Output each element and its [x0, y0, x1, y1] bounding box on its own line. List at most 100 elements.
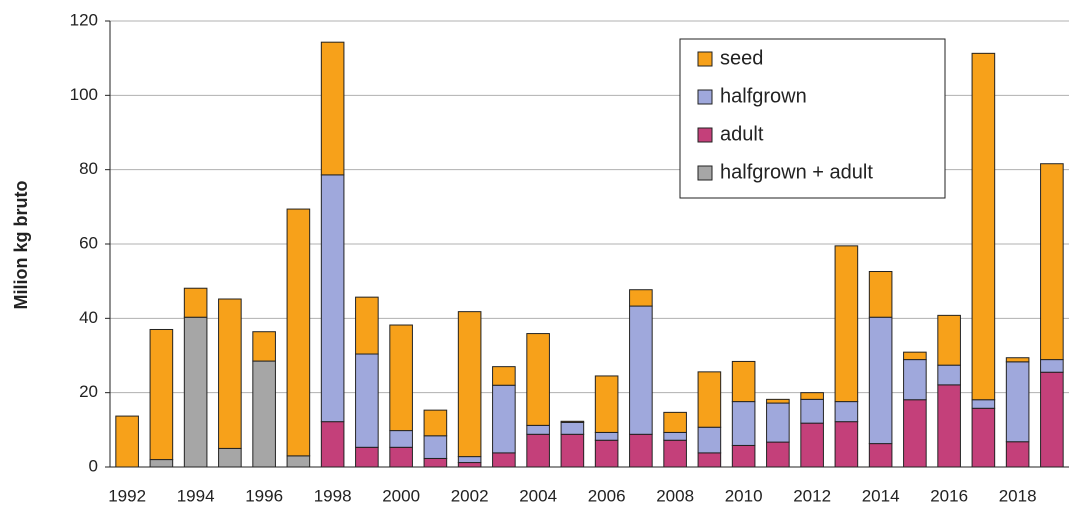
bar-segment	[492, 452, 516, 468]
x-tick-label: 2008	[656, 486, 694, 505]
bar-segment	[971, 399, 996, 409]
bar-segment	[286, 208, 311, 457]
bar-segment	[560, 421, 585, 435]
y-tick-label: 100	[70, 85, 98, 104]
y-tick-label: 0	[89, 456, 98, 475]
bar-segment	[183, 287, 208, 318]
bar-segment	[629, 289, 653, 307]
bar-segment	[903, 359, 927, 401]
bar-segment	[971, 52, 996, 401]
x-tick-label: 1996	[245, 486, 283, 505]
bar-segment	[423, 435, 448, 459]
bar-segment	[800, 392, 824, 400]
legend-box	[679, 38, 946, 199]
bar-segment	[423, 409, 448, 437]
bar-segment	[731, 360, 756, 403]
bar-segment	[1005, 357, 1030, 363]
bar-segment	[834, 245, 859, 403]
bar-segment	[218, 447, 242, 468]
bar-segment	[457, 456, 482, 464]
x-tick-label: 2016	[930, 486, 968, 505]
bar-segment	[320, 174, 345, 423]
bar-segment	[492, 384, 516, 454]
bar-segment	[355, 296, 379, 355]
bar-segment	[868, 316, 893, 445]
x-tick-label: 1998	[314, 486, 352, 505]
x-tick-label: 2018	[999, 486, 1037, 505]
bar-segment	[115, 415, 139, 468]
bar-segment	[868, 271, 893, 318]
bar-segment	[526, 433, 550, 468]
bar-segment	[834, 401, 859, 423]
bar-segment	[937, 314, 961, 366]
bar-segment	[731, 444, 756, 468]
legend-label: adult	[720, 123, 764, 145]
bar-segment	[971, 407, 996, 468]
x-tick-label: 2010	[725, 486, 763, 505]
bar-segment	[252, 360, 276, 468]
bar-segment	[937, 364, 961, 386]
bar-segment	[389, 324, 413, 432]
bar-segment	[560, 420, 585, 423]
bar-segment	[457, 311, 482, 458]
bar-segment	[868, 443, 893, 468]
bar-segment	[766, 402, 790, 443]
x-tick-label: 2014	[862, 486, 900, 505]
bar-segment	[663, 411, 687, 433]
bar-segment	[457, 462, 482, 468]
bar-segment	[389, 446, 413, 468]
x-tick-label: 1994	[177, 486, 215, 505]
bar-segment	[766, 441, 790, 468]
bar-segment	[320, 421, 345, 468]
bar-segment	[149, 459, 174, 468]
bar-segment	[149, 328, 174, 461]
bar-segment	[663, 431, 687, 441]
bar-segment	[766, 398, 790, 404]
bar-segment	[286, 455, 311, 468]
bar-segment	[560, 433, 585, 468]
x-tick-label: 2004	[519, 486, 557, 505]
x-tick-label: 2000	[382, 486, 420, 505]
x-tick-label: 1992	[108, 486, 146, 505]
bar-segment	[937, 384, 961, 468]
x-tick-label: 2012	[793, 486, 831, 505]
y-tick-label: 20	[79, 382, 98, 401]
bar-segment	[492, 366, 516, 386]
bar-segment	[1005, 441, 1030, 468]
bar-segment	[252, 331, 276, 362]
bar-segment	[526, 424, 550, 435]
bar-segment	[389, 430, 413, 448]
y-tick-label: 40	[79, 308, 98, 327]
y-tick-label: 80	[79, 159, 98, 178]
bar-segment	[183, 316, 208, 468]
x-tick-label: 2002	[451, 486, 489, 505]
legend-label: halfgrown	[720, 85, 807, 107]
bar-segment	[1040, 371, 1064, 468]
bar-segment	[594, 431, 619, 441]
legend-swatch	[697, 89, 713, 105]
bar-segment	[526, 333, 550, 426]
bar-segment	[218, 298, 242, 449]
bar-segment	[663, 439, 687, 468]
bar-segment	[355, 353, 379, 448]
legend-swatch	[697, 51, 713, 67]
bar-segment	[1005, 361, 1030, 443]
bar-segment	[697, 371, 722, 428]
legend-swatch	[697, 165, 713, 181]
bar-segment	[629, 433, 653, 468]
y-tick-label: 60	[79, 233, 98, 252]
bar-segment	[594, 439, 619, 468]
bar-segment	[423, 457, 448, 468]
bar-segment	[800, 422, 824, 468]
bar-segment	[903, 351, 927, 361]
x-tick-label: 2006	[588, 486, 626, 505]
y-tick-label: 120	[70, 10, 98, 29]
bar-segment	[800, 398, 824, 424]
bar-segment	[697, 426, 722, 454]
bar-segment	[594, 375, 619, 433]
bar-segment	[731, 401, 756, 446]
legend-swatch	[697, 127, 713, 143]
bar-segment	[834, 421, 859, 468]
legend-label: seed	[720, 47, 763, 69]
